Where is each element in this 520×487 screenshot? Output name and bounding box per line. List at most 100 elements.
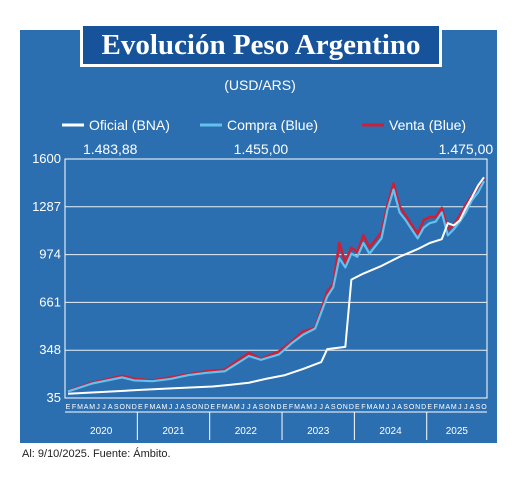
y-tick-label: 974 xyxy=(39,247,61,262)
month-tick-label: M xyxy=(306,404,312,411)
month-tick-label: A xyxy=(156,404,161,411)
month-tick-label: M xyxy=(294,404,300,411)
month-tick-label: F xyxy=(434,404,438,411)
y-tick-label: 35 xyxy=(47,390,61,405)
month-tick-label: A xyxy=(228,404,233,411)
month-tick-label: J xyxy=(102,404,106,411)
month-tick-label: A xyxy=(445,404,450,411)
month-tick-label: M xyxy=(367,404,373,411)
month-tick-label: O xyxy=(481,404,487,411)
series-line-compra-blue xyxy=(67,180,485,393)
grid-layer xyxy=(65,158,487,399)
month-tick-label: M xyxy=(451,404,457,411)
month-tick-label: A xyxy=(325,404,330,411)
month-tick-label: N xyxy=(126,404,131,411)
legend-label: Compra (Blue) xyxy=(227,117,318,133)
month-tick-label: A xyxy=(108,404,113,411)
month-tick-label: E xyxy=(210,404,215,411)
month-tick-label: J xyxy=(169,404,173,411)
year-label: 2024 xyxy=(379,426,402,437)
month-tick-label: D xyxy=(349,404,354,411)
month-tick-label: J xyxy=(319,404,323,411)
footnote: Al: 9/10/2025. Fuente: Ámbito. xyxy=(22,448,171,460)
year-label: 2021 xyxy=(162,426,185,437)
series-line-venta-blue xyxy=(67,177,486,393)
month-tick-label: D xyxy=(204,404,209,411)
month-tick-label: M xyxy=(234,404,240,411)
value-annotation: 1.483,88 xyxy=(83,141,138,157)
month-tick-label: M xyxy=(149,404,155,411)
y-tick-label: 661 xyxy=(39,294,61,309)
series-line-oficial-bna xyxy=(67,176,485,395)
month-tick-label: M xyxy=(439,404,445,411)
month-tick-label: A xyxy=(180,404,185,411)
month-tick-label: S xyxy=(331,404,336,411)
month-tick-label: J xyxy=(386,404,390,411)
plot-frame xyxy=(64,158,488,399)
y-tick-label: 1287 xyxy=(32,199,61,214)
month-tick-label: S xyxy=(114,404,119,411)
value-annotation: 1.455,00 xyxy=(234,141,289,157)
month-tick-label: O xyxy=(192,404,198,411)
month-tick-label: J xyxy=(247,404,251,411)
legend-label: Venta (Blue) xyxy=(389,117,466,133)
month-tick-label: M xyxy=(379,404,385,411)
month-tick-label: E xyxy=(427,404,432,411)
legend: Oficial (BNA) Compra (Blue) Venta (Blue) xyxy=(62,117,466,133)
month-tick-label: F xyxy=(144,404,148,411)
month-tick-label: O xyxy=(264,404,270,411)
month-tick-label: S xyxy=(259,404,264,411)
month-tick-label: J xyxy=(392,404,396,411)
month-tick-label: A xyxy=(84,404,89,411)
month-tick-label: N xyxy=(343,404,348,411)
month-tick-label: A xyxy=(373,404,378,411)
year-label: 2023 xyxy=(307,426,330,437)
month-tick-label: F xyxy=(217,404,221,411)
chart-subtitle: (USD/ARS) xyxy=(224,77,296,93)
year-label: 2025 xyxy=(446,426,469,437)
year-label: 2020 xyxy=(90,426,113,437)
month-tick-label: M xyxy=(89,404,95,411)
legend-label: Oficial (BNA) xyxy=(89,117,170,133)
chart-title: Evolución Peso Argentino xyxy=(80,23,442,67)
annotations: 1.483,88 1.455,00 1.475,00 xyxy=(83,141,493,157)
month-tick-label: E xyxy=(283,404,288,411)
month-tick-label: F xyxy=(72,404,76,411)
month-tick-label: S xyxy=(403,404,408,411)
month-tick-label: N xyxy=(270,404,275,411)
month-tick-label: F xyxy=(361,404,365,411)
month-tick-label: J xyxy=(175,404,179,411)
month-tick-label: D xyxy=(276,404,281,411)
month-tick-label: A xyxy=(253,404,258,411)
month-tick-label: E xyxy=(138,404,143,411)
month-tick-label: J xyxy=(458,404,462,411)
month-tick-label: A xyxy=(397,404,402,411)
month-tick-label: N xyxy=(198,404,203,411)
month-tick-label: S xyxy=(476,404,481,411)
month-tick-label: J xyxy=(96,404,100,411)
month-tick-label: N xyxy=(415,404,420,411)
month-tick-label: O xyxy=(120,404,126,411)
month-tick-label: D xyxy=(421,404,426,411)
month-tick-label: A xyxy=(301,404,306,411)
month-tick-label: E xyxy=(66,404,71,411)
month-tick-label: S xyxy=(186,404,191,411)
month-tick-label: D xyxy=(132,404,137,411)
month-tick-label: M xyxy=(162,404,168,411)
month-tick-label: M xyxy=(77,404,83,411)
month-tick-label: O xyxy=(409,404,415,411)
year-label: 2022 xyxy=(235,426,258,437)
value-annotation: 1.475,00 xyxy=(439,141,494,157)
month-tick-label: F xyxy=(289,404,293,411)
month-tick-label: J xyxy=(241,404,245,411)
month-tick-label: J xyxy=(464,404,468,411)
series-layer xyxy=(67,176,486,395)
month-tick-label: J xyxy=(313,404,317,411)
month-tick-label: O xyxy=(337,404,343,411)
month-tick-label: E xyxy=(355,404,360,411)
month-tick-label: M xyxy=(222,404,228,411)
y-tick-label: 1600 xyxy=(32,151,61,166)
month-tick-label: A xyxy=(470,404,475,411)
